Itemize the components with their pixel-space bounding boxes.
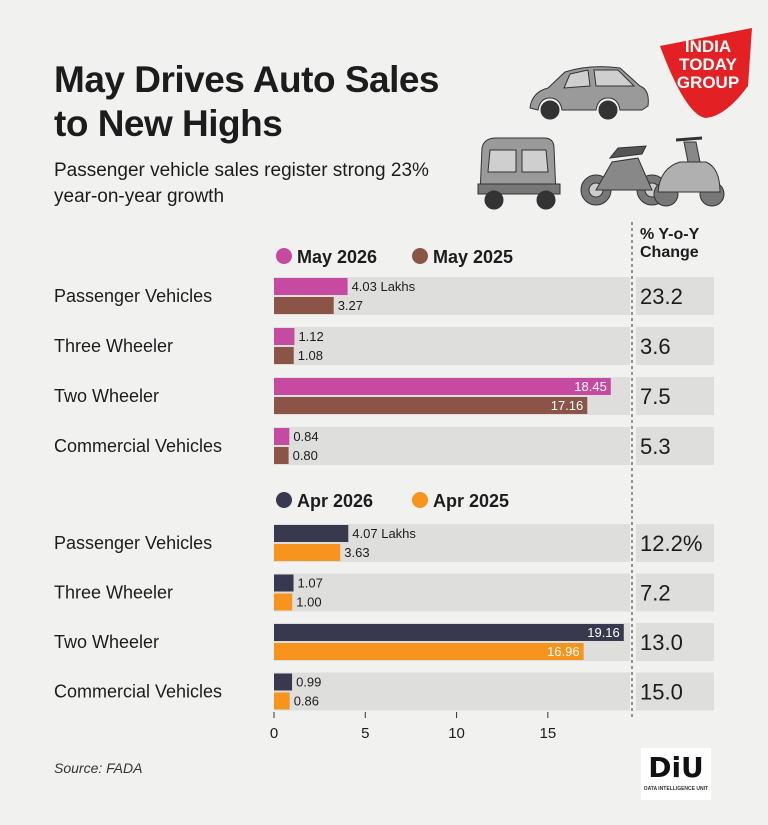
- bar-label-0-1-3: 0.80: [293, 448, 318, 463]
- source-note: Source: FADA: [54, 760, 143, 776]
- category-label-0-1: Three Wheeler: [54, 336, 173, 356]
- scooter-icon: [653, 136, 725, 207]
- category-label-0-0: Passenger Vehicles: [54, 286, 212, 306]
- bar-0-1-3: [274, 447, 289, 464]
- legend-marker-0-0: [276, 248, 292, 264]
- x-tick-label-2: 10: [448, 725, 465, 742]
- bar-1-0-0: [274, 525, 349, 542]
- yoy-value-1-2: 13.0: [640, 630, 683, 655]
- page-subtitle: Passenger vehicle sales register strong …: [54, 160, 429, 207]
- x-tick-label-1: 5: [361, 725, 369, 742]
- bar-label-1-0-3: 0.99: [296, 675, 321, 690]
- x-tick-label-3: 15: [540, 725, 557, 742]
- x-tick-label-0: 0: [270, 725, 278, 742]
- bar-label-0-1-2: 17.16: [551, 398, 584, 413]
- yoy-background-0-3: [636, 427, 714, 465]
- auto-rickshaw-icon: [477, 137, 561, 210]
- legend-label-1-1: Apr 2025: [433, 491, 509, 511]
- category-label-1-0: Passenger Vehicles: [54, 533, 212, 553]
- yoy-value-1-3: 15.0: [640, 680, 683, 705]
- legend-marker-1-1: [412, 492, 428, 508]
- yoy-value-1-0: 12.2%: [640, 531, 702, 556]
- bar-label-1-1-1: 1.00: [296, 595, 321, 610]
- category-label-1-3: Commercial Vehicles: [54, 682, 222, 702]
- bar-label-0-0-0: 4.03 Lakhs: [352, 279, 416, 294]
- car-icon: [529, 66, 649, 120]
- diu-logo-text: DiU: [648, 751, 704, 784]
- legend-label-0-1: May 2025: [433, 247, 513, 267]
- bar-0-1-0: [274, 297, 334, 314]
- row-background-0-3: [274, 427, 630, 465]
- legend-label-0-0: May 2026: [297, 247, 377, 267]
- bar-label-1-1-2: 16.96: [547, 644, 580, 659]
- bar-label-1-1-3: 0.86: [294, 694, 319, 709]
- row-background-1-1: [274, 573, 630, 612]
- india-today-group-logo: INDIA TODAY GROUP: [660, 28, 752, 118]
- legend-marker-1-0: [276, 492, 292, 508]
- logo-line-3: GROUP: [677, 73, 739, 92]
- diu-logo-subtext: DATA INTELLIGENCE UNIT: [643, 786, 709, 792]
- yoy-value-0-0: 23.2: [640, 284, 683, 309]
- yoy-value-1-1: 7.2: [640, 581, 671, 606]
- row-background-1-3: [274, 672, 630, 711]
- vehicles-illustration: [477, 66, 725, 210]
- diu-logo: DiU DATA INTELLIGENCE UNIT: [641, 748, 711, 800]
- legend-label-1-0: Apr 2026: [297, 491, 373, 511]
- bar-1-1-0: [274, 544, 341, 561]
- bar-1-1-3: [274, 692, 290, 710]
- yoy-background-0-0: [636, 277, 714, 315]
- bar-0-0-2: [274, 378, 611, 395]
- logo-line-1: INDIA: [685, 37, 731, 56]
- yoy-background-1-1: [636, 573, 714, 612]
- bar-label-1-0-0: 4.07 Lakhs: [352, 526, 416, 541]
- bar-label-0-0-2: 18.45: [574, 379, 607, 394]
- bar-label-0-1-0: 3.27: [338, 298, 363, 313]
- bar-label-0-0-3: 0.84: [293, 429, 318, 444]
- category-label-1-2: Two Wheeler: [54, 632, 159, 652]
- page-title: May Drives Auto Sales to New Highs: [54, 59, 440, 144]
- yoy-value-0-1: 3.6: [640, 334, 671, 359]
- logo-line-2: TODAY: [679, 55, 737, 74]
- yoy-background-0-2: [636, 377, 714, 415]
- yoy-background-0-1: [636, 327, 714, 365]
- bar-0-0-0: [274, 278, 348, 295]
- category-label-0-2: Two Wheeler: [54, 386, 159, 406]
- yoy-value-0-3: 5.3: [640, 434, 671, 459]
- bar-label-1-0-2: 19.16: [587, 625, 620, 640]
- bar-0-1-2: [274, 397, 588, 414]
- yoy-value-0-2: 7.5: [640, 384, 671, 409]
- bar-1-1-2: [274, 643, 584, 660]
- bar-1-1-1: [274, 593, 293, 611]
- yoy-change-header: % Y-o-Y Change: [640, 226, 699, 261]
- bar-0-0-1: [274, 328, 295, 345]
- bar-1-0-2: [274, 624, 624, 641]
- bar-label-0-0-1: 1.12: [298, 329, 323, 344]
- bar-label-0-1-1: 1.08: [298, 348, 323, 363]
- yoy-background-1-2: [636, 623, 714, 661]
- row-background-0-1: [274, 327, 630, 365]
- yoy-background-1-3: [636, 672, 714, 711]
- bar-label-1-0-1: 1.07: [298, 576, 323, 591]
- bar-0-0-3: [274, 428, 290, 445]
- bar-1-0-3: [274, 673, 293, 691]
- legend-marker-0-1: [412, 248, 428, 264]
- category-label-1-1: Three Wheeler: [54, 583, 173, 603]
- yoy-background-1-0: [636, 524, 714, 562]
- bar-label-1-1-0: 3.63: [344, 545, 369, 560]
- bar-1-0-1: [274, 574, 294, 592]
- bar-0-1-1: [274, 347, 294, 364]
- category-label-0-3: Commercial Vehicles: [54, 436, 222, 456]
